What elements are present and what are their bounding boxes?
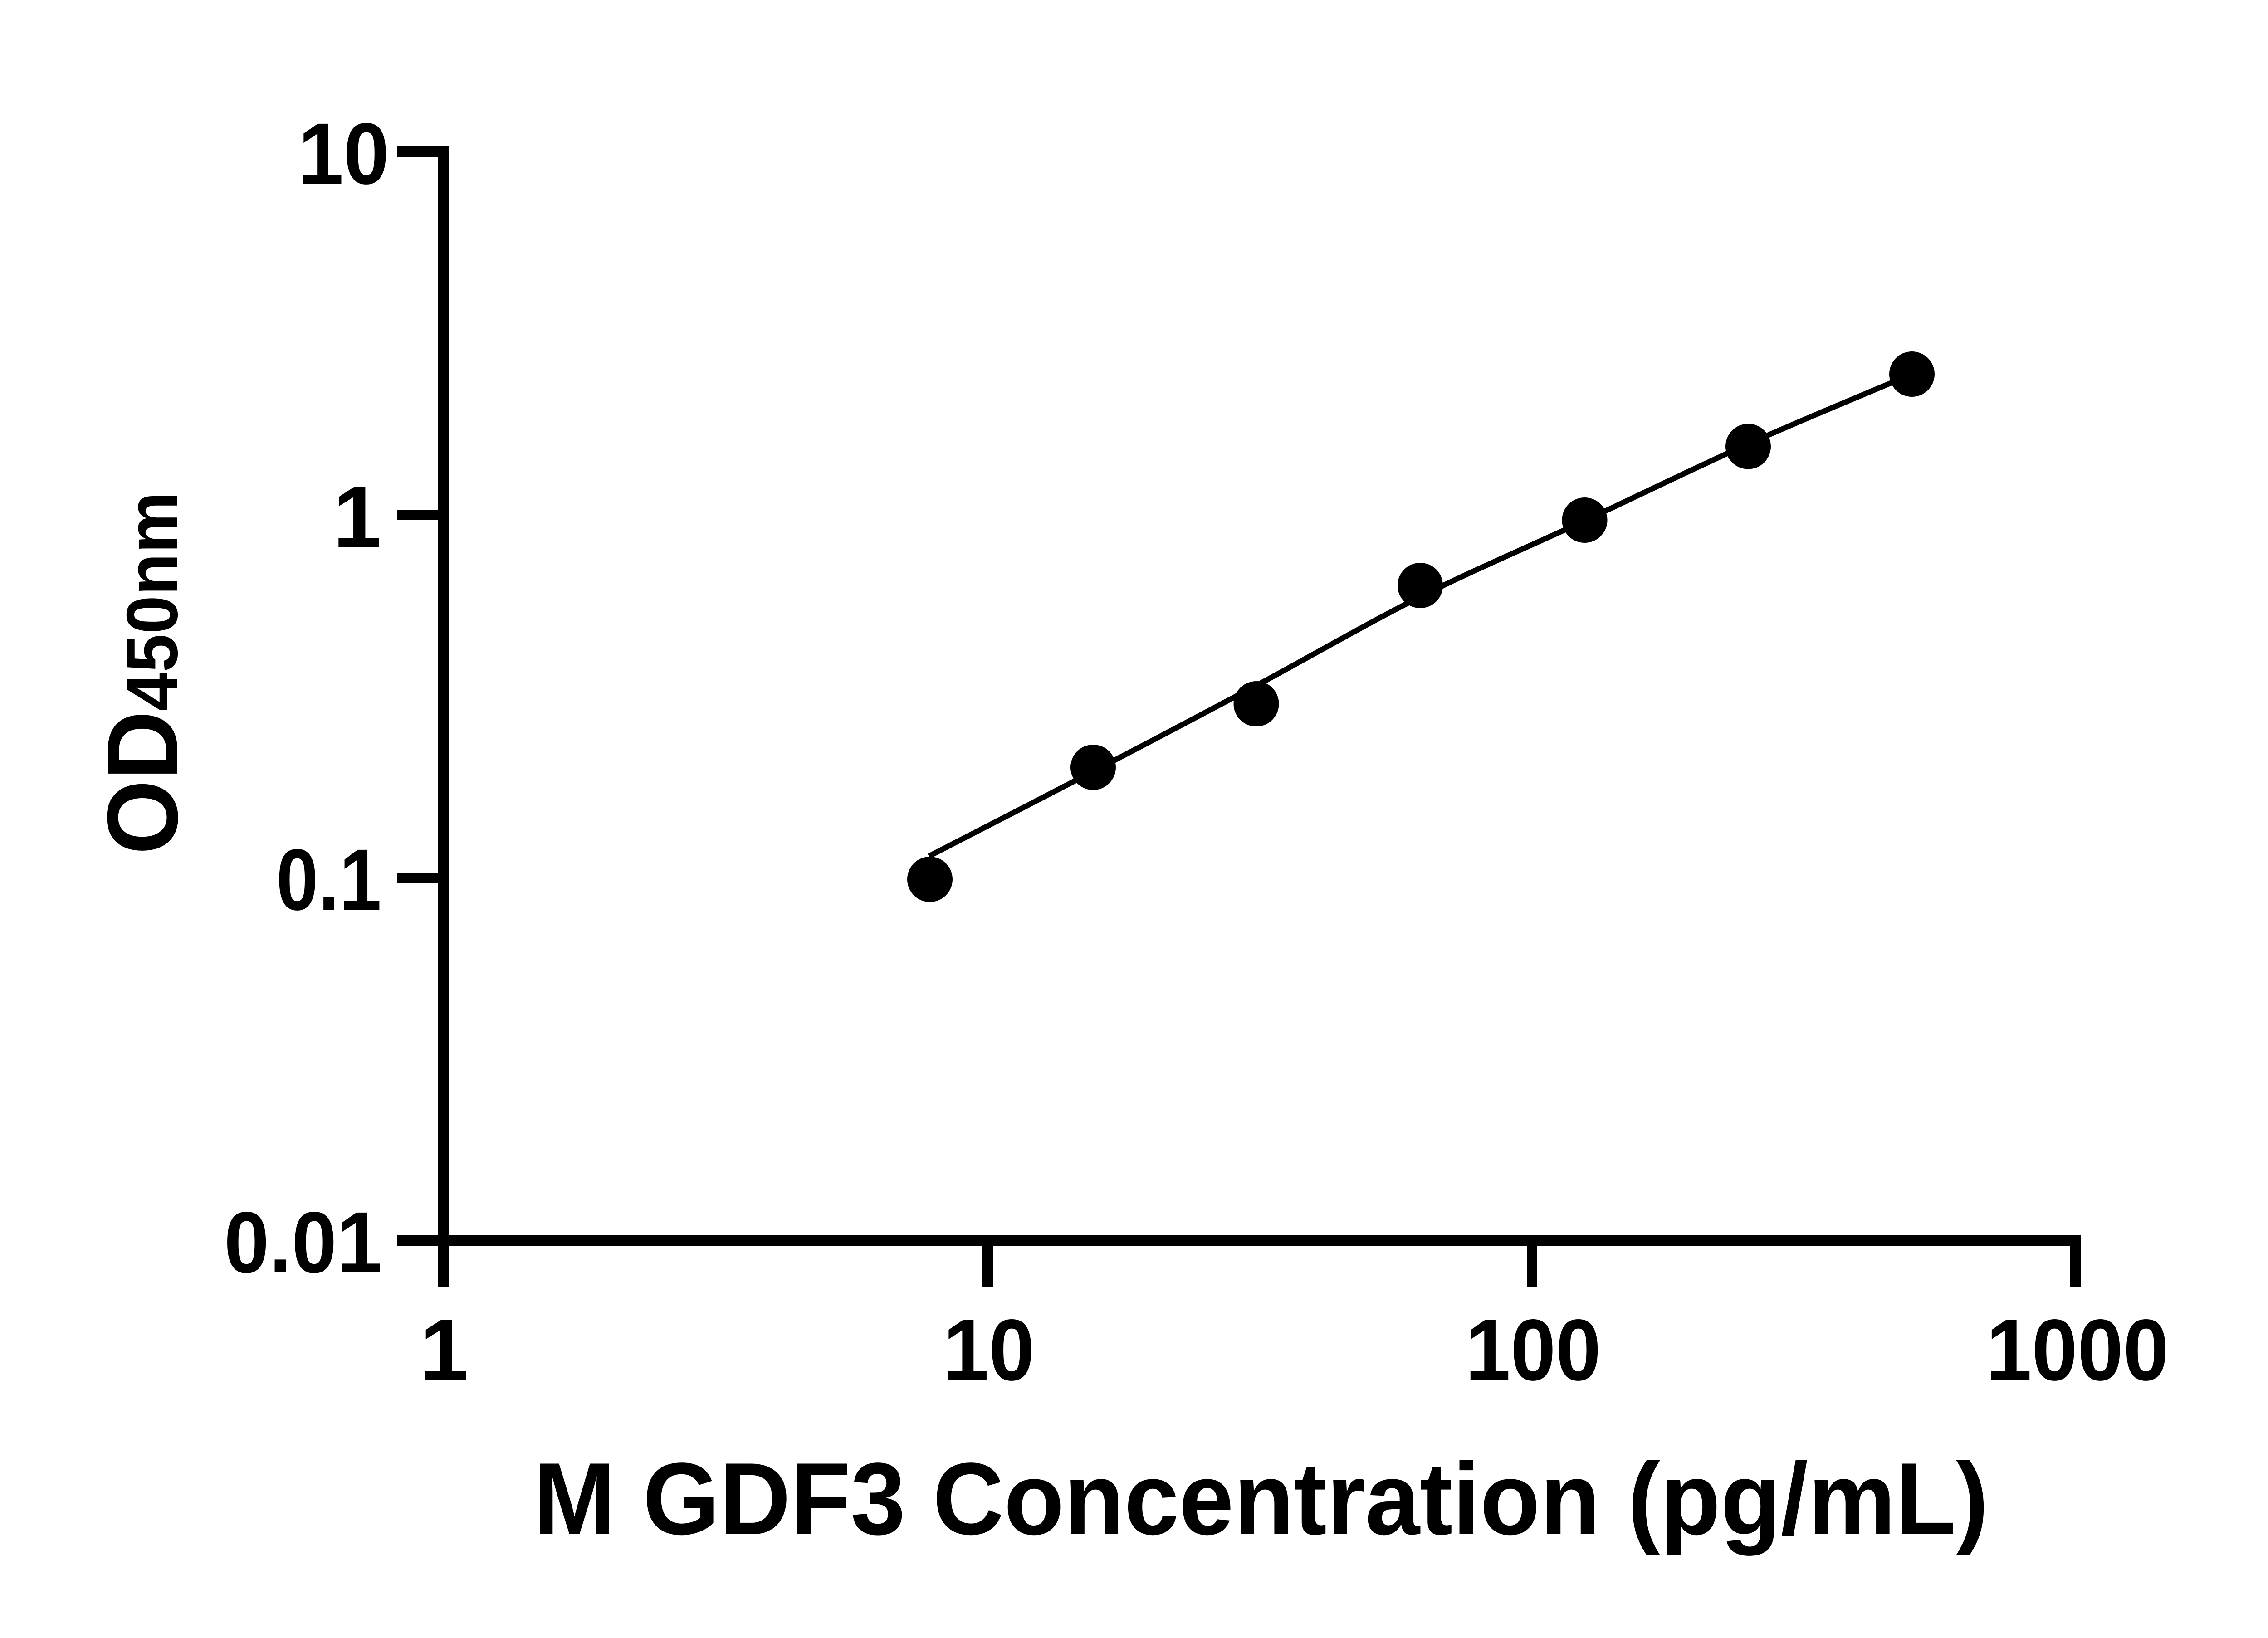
svg-text:1: 1 bbox=[420, 1301, 469, 1399]
svg-text:0.01: 0.01 bbox=[224, 1194, 382, 1291]
svg-text:OD450nm: OD450nm bbox=[87, 492, 199, 855]
svg-text:M GDF3 Concentration (pg/mL): M GDF3 Concentration (pg/mL) bbox=[533, 1441, 1989, 1556]
svg-text:0.1: 0.1 bbox=[276, 831, 381, 928]
svg-text:10: 10 bbox=[298, 105, 389, 202]
svg-text:100: 100 bbox=[1466, 1301, 1601, 1399]
svg-text:10: 10 bbox=[943, 1301, 1035, 1399]
svg-text:1000: 1000 bbox=[1986, 1301, 2169, 1399]
svg-text:1: 1 bbox=[333, 468, 381, 566]
